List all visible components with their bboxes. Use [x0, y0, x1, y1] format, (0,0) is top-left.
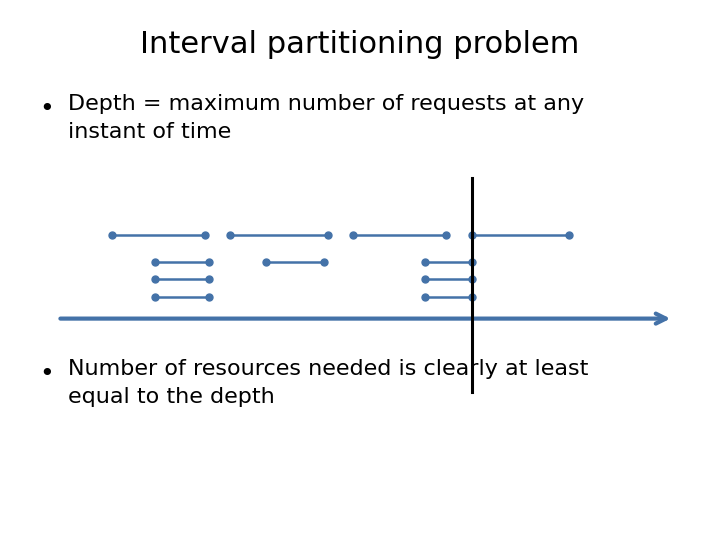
- Text: Depth = maximum number of requests at any
instant of time: Depth = maximum number of requests at an…: [68, 94, 585, 143]
- Text: •: •: [40, 362, 54, 386]
- Text: •: •: [40, 97, 54, 121]
- Text: Number of resources needed is clearly at least
equal to the depth: Number of resources needed is clearly at…: [68, 359, 589, 407]
- Text: Interval partitioning problem: Interval partitioning problem: [140, 30, 580, 59]
